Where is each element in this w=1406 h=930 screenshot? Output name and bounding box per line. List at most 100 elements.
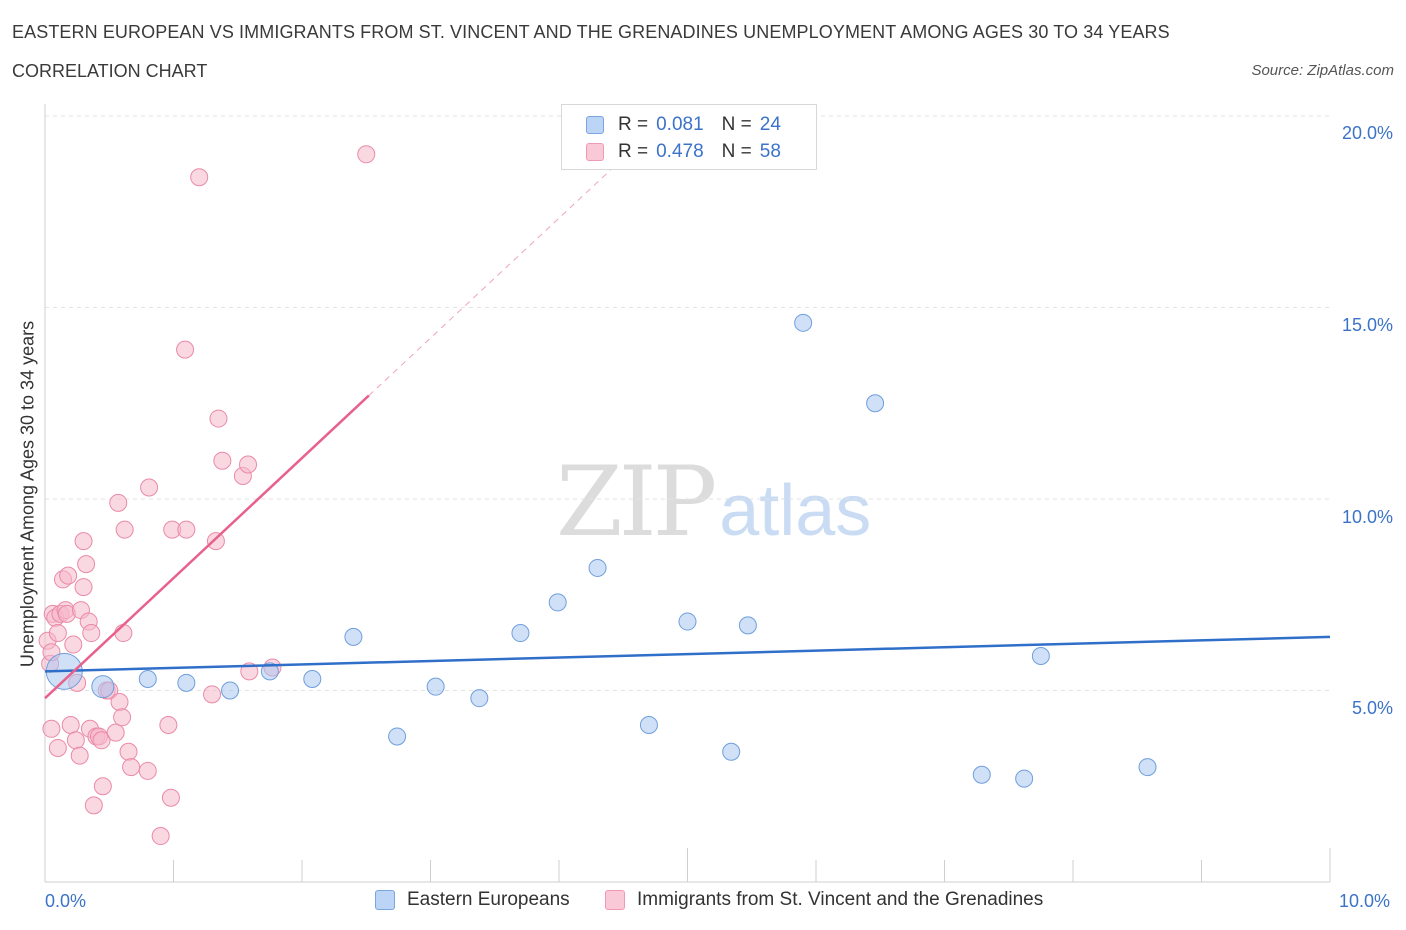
blue-swatch bbox=[375, 890, 395, 910]
pink-point bbox=[161, 788, 180, 807]
blue-point bbox=[548, 593, 567, 612]
pink-point bbox=[119, 742, 138, 761]
pink-point bbox=[48, 624, 67, 643]
blue-point bbox=[260, 662, 279, 681]
pink-point bbox=[177, 520, 196, 539]
pink-point bbox=[140, 478, 159, 497]
legend-item-eastern-europeans[interactable]: Eastern Europeans bbox=[375, 889, 570, 911]
blue-point bbox=[470, 689, 489, 708]
pink-point bbox=[64, 635, 83, 654]
pink-point bbox=[66, 731, 85, 750]
pink-series-layer bbox=[38, 145, 376, 846]
pink-point bbox=[176, 340, 195, 359]
pink-point bbox=[61, 715, 80, 734]
n-value: 58 bbox=[759, 141, 781, 162]
blue-point bbox=[794, 313, 813, 332]
blue-point bbox=[1015, 769, 1034, 788]
pink-point bbox=[92, 731, 111, 750]
pink-point bbox=[59, 566, 78, 585]
trend-layer bbox=[44, 157, 1331, 700]
n-label: N = bbox=[721, 141, 752, 162]
watermark-atlas: atlas bbox=[719, 471, 872, 551]
legend-label: Eastern Europeans bbox=[407, 889, 570, 910]
pink-point bbox=[213, 451, 232, 470]
pink-swatch bbox=[586, 143, 604, 161]
pink-point bbox=[122, 758, 141, 777]
blue-point bbox=[1031, 647, 1050, 666]
blue-point bbox=[344, 627, 363, 646]
y-tick-label-5: 5.0% bbox=[1351, 698, 1393, 718]
y-tick-label-15: 15.0% bbox=[1341, 315, 1393, 335]
legend-row-eastern-europeans: R = 0.081 N = 24 bbox=[586, 113, 781, 137]
chart-subtitle: CORRELATION CHART bbox=[12, 61, 208, 81]
y-axis-label: Unemployment Among Ages 30 to 34 years bbox=[17, 320, 38, 668]
legend-label: Immigrants from St. Vincent and the Gren… bbox=[637, 889, 1044, 910]
blue-point bbox=[91, 675, 115, 699]
pink-swatch bbox=[605, 890, 625, 910]
pink-point bbox=[138, 761, 157, 780]
pink-point bbox=[109, 493, 128, 512]
pink-point bbox=[209, 409, 228, 428]
blue-point bbox=[866, 394, 885, 413]
pink-point bbox=[203, 685, 222, 704]
pink-point bbox=[239, 455, 258, 474]
pink-point bbox=[206, 532, 225, 551]
blue-point bbox=[972, 765, 991, 784]
source-attribution: Source: ZipAtlas.com bbox=[1251, 62, 1394, 79]
pink-point bbox=[48, 738, 67, 757]
pink-point bbox=[159, 715, 178, 734]
n-label: N = bbox=[721, 114, 752, 135]
chart-title: EASTERN EUROPEAN VS IMMIGRANTS FROM ST. … bbox=[12, 22, 1170, 42]
axis-layer bbox=[44, 104, 1331, 883]
y-tick-label-20: 20.0% bbox=[1341, 123, 1393, 143]
pink-point bbox=[114, 624, 133, 643]
pink-point bbox=[93, 777, 112, 796]
pink-trend-line bbox=[44, 394, 370, 700]
pink-point bbox=[190, 168, 209, 187]
n-value: 24 bbox=[759, 114, 781, 135]
blue-series-layer bbox=[45, 313, 1157, 788]
pink-trend-extension bbox=[368, 157, 624, 396]
pink-point bbox=[74, 532, 93, 551]
pink-point bbox=[113, 708, 132, 727]
blue-point bbox=[221, 681, 240, 700]
pink-point bbox=[106, 723, 125, 742]
blue-point bbox=[738, 616, 757, 635]
blue-point bbox=[426, 677, 445, 696]
blue-point bbox=[588, 558, 607, 577]
blue-point bbox=[138, 670, 157, 689]
blue-swatch bbox=[586, 116, 604, 134]
blue-point bbox=[1138, 758, 1157, 777]
x-tick-label-min: 0.0% bbox=[45, 891, 87, 911]
y-tick-label-10: 10.0% bbox=[1341, 507, 1393, 527]
watermark: ZIPatlas bbox=[556, 446, 871, 558]
legend-row-st-vincent: R = 0.478 N = 58 bbox=[586, 140, 781, 164]
x-tick-label-max: 10.0% bbox=[1339, 891, 1391, 911]
r-value: 0.478 bbox=[656, 141, 704, 162]
legend-item-st-vincent[interactable]: Immigrants from St. Vincent and the Gren… bbox=[605, 889, 1043, 911]
blue-trend-line bbox=[44, 635, 1331, 673]
r-label: R = bbox=[618, 114, 649, 135]
pink-point bbox=[84, 796, 103, 815]
blue-point bbox=[303, 670, 322, 689]
r-value: 0.081 bbox=[656, 114, 704, 135]
blue-point bbox=[722, 742, 741, 761]
watermark-zip: ZIP bbox=[556, 446, 717, 558]
pink-point bbox=[42, 719, 61, 738]
pink-point bbox=[74, 578, 93, 597]
grid-layer bbox=[45, 115, 1330, 691]
pink-point bbox=[77, 555, 96, 574]
pink-point bbox=[151, 827, 170, 846]
pink-point bbox=[70, 746, 89, 765]
blue-point bbox=[639, 715, 658, 734]
correlation-legend: R = 0.081 N = 24 R = 0.478 N = 58 bbox=[561, 104, 817, 170]
blue-point bbox=[388, 727, 407, 746]
blue-point bbox=[678, 612, 697, 631]
blue-point bbox=[177, 673, 196, 692]
pink-point bbox=[357, 145, 376, 164]
pink-point bbox=[115, 520, 134, 539]
pink-point bbox=[110, 692, 129, 711]
r-label: R = bbox=[618, 141, 649, 162]
blue-point bbox=[511, 624, 530, 643]
series-legend: Eastern Europeans Immigrants from St. Vi… bbox=[0, 889, 1406, 915]
